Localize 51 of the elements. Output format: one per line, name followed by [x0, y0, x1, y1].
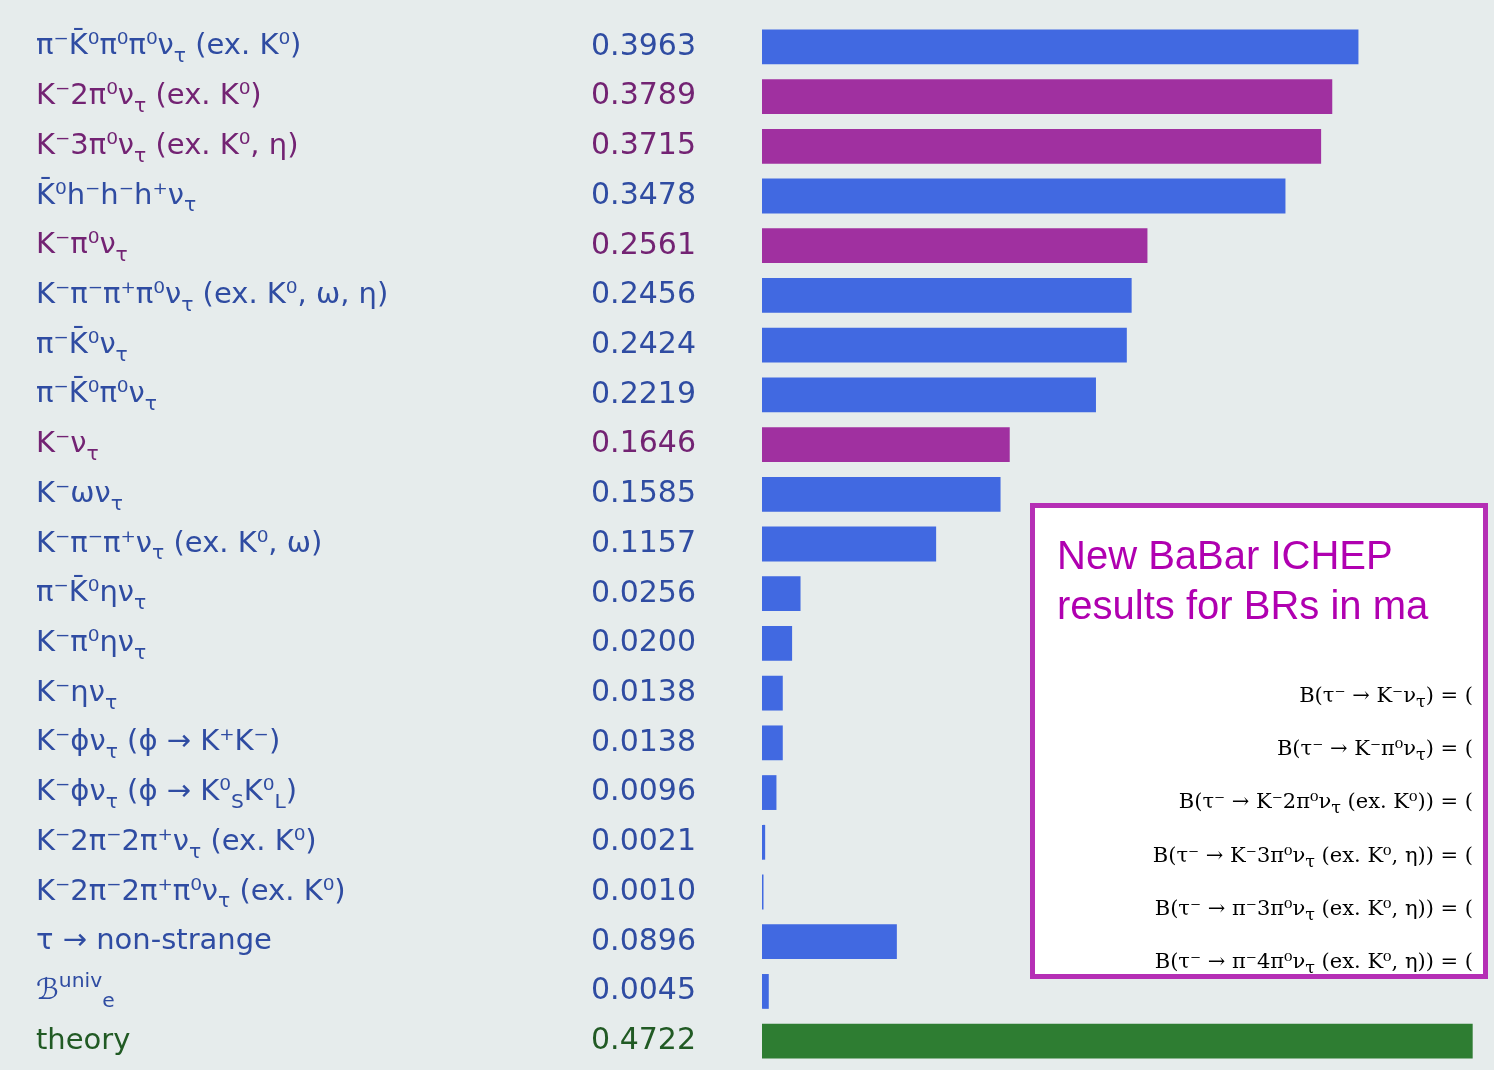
data-label: 0.0138 — [591, 672, 696, 708]
bar — [762, 178, 1286, 214]
annotation: New BaBar ICHEP — [1057, 532, 1394, 579]
annotation: B(τ⁻ → π⁻3π⁰ν$_{τ}$ (ex. K⁰, η)) = ( — [1153, 894, 1473, 926]
data-label: 0.0138 — [591, 722, 696, 758]
bar — [762, 576, 801, 612]
data-label: 0.1157 — [591, 523, 696, 559]
y-tick-label: τ → non-strange — [36, 922, 272, 957]
bar — [762, 228, 1148, 264]
data-label: 0.3789 — [591, 76, 696, 112]
data-label: 0.2219 — [591, 374, 696, 410]
bar — [762, 626, 793, 661]
data-label: 0.3715 — [591, 126, 696, 162]
data-label: 0.0010 — [591, 871, 696, 907]
data-label: 0.1646 — [591, 424, 696, 460]
bar — [762, 1023, 1473, 1059]
data-label: 0.2424 — [591, 324, 696, 360]
bar — [762, 526, 937, 562]
data-label: 0.0096 — [591, 772, 696, 808]
bar — [762, 476, 1001, 512]
bar — [762, 377, 1096, 413]
data-label: 0.0200 — [591, 623, 696, 659]
annotation: results for BRs in ma — [1057, 582, 1430, 629]
bar — [762, 278, 1132, 313]
bar — [762, 128, 1322, 164]
bar — [762, 29, 1359, 65]
bar — [762, 974, 769, 1009]
data-label: 0.0256 — [591, 573, 696, 609]
annotation: B(τ⁻ → K⁻2π⁰ν$_{τ}$ (ex. K⁰)) = ( — [1177, 788, 1473, 820]
bar — [762, 725, 783, 761]
y-tick-label: theory — [36, 1021, 131, 1056]
data-label: 0.0896 — [591, 921, 696, 957]
bar — [762, 327, 1127, 363]
data-label: 0.4722 — [591, 1020, 696, 1056]
data-label: 0.0021 — [591, 822, 696, 858]
bar — [762, 427, 1010, 462]
bar — [762, 79, 1333, 114]
data-label: 0.3963 — [591, 26, 696, 62]
data-label: 0.0045 — [591, 971, 696, 1007]
bar — [762, 775, 777, 810]
data-label: 0.2561 — [591, 225, 696, 261]
annotation: B(τ⁻ → K⁻3π⁰ν$_{τ}$ (ex. K⁰, η)) = ( — [1151, 841, 1473, 873]
data-label: 0.1585 — [591, 474, 696, 510]
annotation: B(τ⁻ → π⁻4π⁰ν$_{τ}$ (ex. K⁰, η)) = ( — [1153, 947, 1473, 980]
bar — [762, 675, 783, 711]
bar — [762, 924, 897, 960]
bar — [762, 824, 766, 860]
annotation: B(τ⁻ → K⁻π⁰ν$_{τ}$) = ( — [1275, 735, 1473, 767]
data-label: 0.2456 — [591, 275, 696, 311]
data-label: 0.3478 — [591, 175, 696, 211]
annotation: B(τ⁻ → K⁻ν$_{τ}$) = ( — [1298, 682, 1473, 714]
